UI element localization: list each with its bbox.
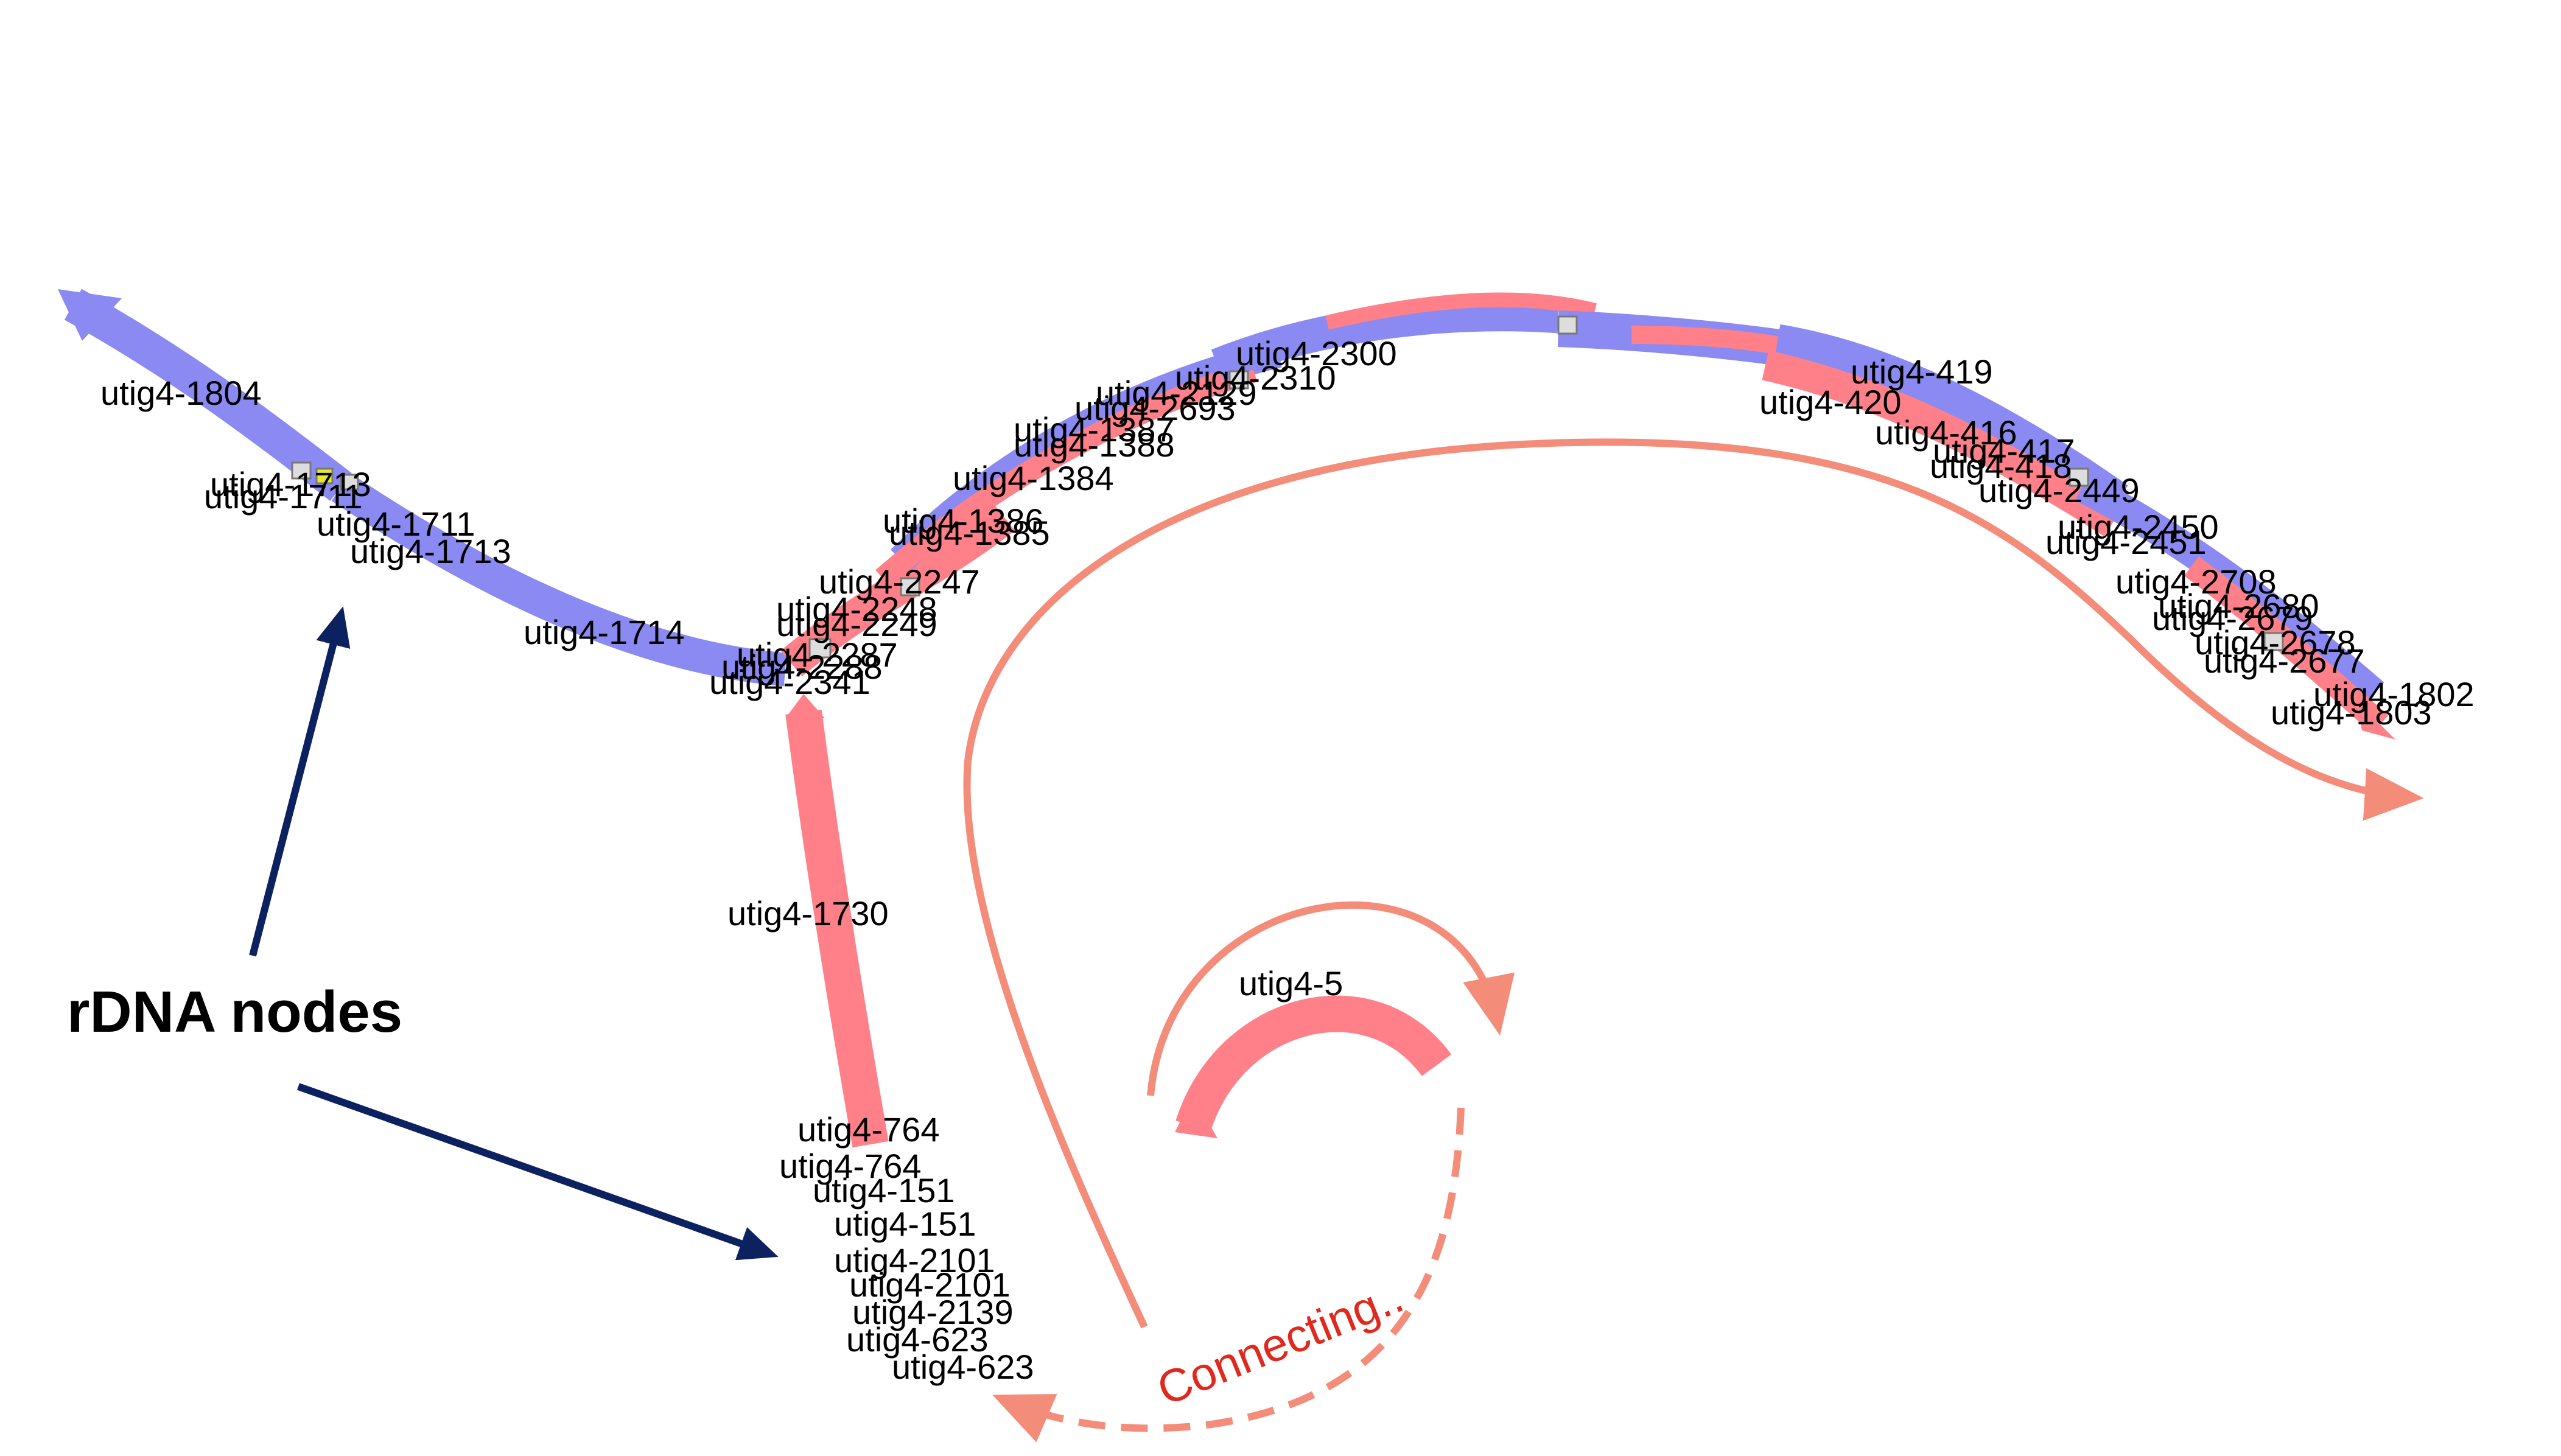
label-utig4-2129: utig4-2129 bbox=[1096, 374, 1257, 412]
connecting-label: Connecting.. bbox=[1151, 1270, 1411, 1416]
node-cluster-right bbox=[2069, 467, 2284, 651]
edge-utig4-2451-strand bbox=[2075, 473, 2384, 705]
label-utig4-418: utig4-418 bbox=[1930, 447, 2072, 485]
label-utig4-2693: utig4-2693 bbox=[1074, 389, 1236, 427]
label-utig4-420: utig4-420 bbox=[1759, 383, 1902, 421]
label-utig4-2449: utig4-2449 bbox=[1978, 471, 2140, 509]
label-bottom-cluster-c: utig4-2101 bbox=[834, 1241, 995, 1279]
label-utig4-151: utig4-151 bbox=[834, 1205, 976, 1243]
label-utig4-2677: utig4-2677 bbox=[2204, 642, 2365, 680]
flow-arrow-large-arc bbox=[963, 438, 2424, 1329]
edge-utig4-5-arrowhead bbox=[1175, 1096, 1217, 1138]
rdna-nodes-callout: rDNA nodes bbox=[67, 979, 402, 1045]
label-utig4-1802: utig4-1802 bbox=[2313, 675, 2475, 713]
edge-utig4-1386-strand bbox=[875, 360, 1258, 587]
label-utig4-2451: utig4-2451 bbox=[2045, 523, 2207, 561]
label-utig4-417: utig4-417 bbox=[1933, 432, 2075, 470]
label-utig4-2139: utig4-2139 bbox=[852, 1293, 1014, 1331]
label-utig4-764: utig4-764 bbox=[797, 1110, 940, 1149]
label-utig4-1384: utig4-1384 bbox=[953, 459, 1114, 497]
label-utig4-2287: utig4-2287 bbox=[737, 635, 898, 674]
label-utig4-2708: utig4-2708 bbox=[2115, 562, 2277, 601]
label-utig4-5: utig4-5 bbox=[1239, 964, 1343, 1003]
edge-top-red-strand bbox=[1325, 292, 1597, 330]
label-utig4-1804: utig4-1804 bbox=[100, 374, 262, 412]
edge-utig4-1714 bbox=[331, 473, 787, 687]
node-cluster-left bbox=[291, 461, 359, 491]
label-cluster-left-a: utig4-1711 bbox=[204, 477, 363, 516]
edge-utig4-5 bbox=[1175, 995, 1452, 1132]
label-bottom-cluster-d: utig4-623 bbox=[846, 1320, 989, 1359]
label-utig4-2310: utig4-2310 bbox=[1175, 359, 1336, 397]
node-cluster-2341 bbox=[808, 577, 920, 659]
label-utig4-623: utig4-623 bbox=[892, 1348, 1034, 1386]
label-utig4-2680: utig4-2680 bbox=[2158, 587, 2319, 625]
edge-utig4-1730-arrowhead bbox=[785, 694, 825, 718]
label-utig4-2247: utig4-2247 bbox=[819, 562, 980, 601]
label-utig4-416: utig4-416 bbox=[1875, 413, 2017, 452]
label-utig4-1711: utig4-1711 bbox=[317, 505, 475, 543]
label-utig4-2450: utig4-2450 bbox=[2058, 508, 2219, 546]
edge-utig4-1730 bbox=[785, 710, 889, 1148]
node-labels: utig4-1804 utig4-1711 utig4-1713 utig4-1… bbox=[100, 334, 2475, 1386]
label-utig4-1714: utig4-1714 bbox=[524, 613, 685, 651]
edge-utig4-1804-arrowhead bbox=[58, 289, 122, 341]
label-bottom-cluster-b: utig4-151 bbox=[813, 1171, 955, 1209]
label-bottom-cluster-a: utig4-764 bbox=[779, 1147, 922, 1185]
label-utig4-1388: utig4-1388 bbox=[1014, 425, 1175, 464]
edge-utig4-1804 bbox=[64, 289, 352, 501]
label-utig4-419: utig4-419 bbox=[1851, 352, 1993, 391]
label-utig4-1803: utig4-1803 bbox=[2271, 693, 2432, 732]
label-utig4-2679: utig4-2679 bbox=[2152, 599, 2313, 637]
label-utig4-2300: utig4-2300 bbox=[1236, 334, 1397, 373]
label-utig4-1713: utig4-1713 bbox=[350, 532, 511, 570]
label-utig4-2249: utig4-2249 bbox=[776, 605, 937, 643]
edge-utig4-420-strand bbox=[1762, 350, 2121, 537]
label-cluster-left-b: utig4-1713 bbox=[210, 465, 371, 503]
edge-utig4-2129-strand bbox=[1211, 298, 1560, 381]
edge-utig4-419-strand bbox=[1774, 324, 2128, 513]
label-utig4-2288: utig4-2288 bbox=[721, 648, 883, 686]
edge-utig4-1803-arrowhead bbox=[2356, 700, 2395, 740]
label-utig4-2678: utig4-2678 bbox=[2195, 623, 2356, 662]
node-cluster-top bbox=[1228, 315, 1578, 390]
callout-arrow-upper bbox=[249, 606, 351, 957]
flow-arrow-small-arc bbox=[1147, 901, 1515, 1096]
label-utig4-1730: utig4-1730 bbox=[727, 894, 889, 933]
label-utig4-1387: utig4-1387 bbox=[1014, 410, 1175, 449]
label-utig4-2341: utig4-2341 bbox=[709, 663, 871, 701]
label-utig4-1386: utig4-1386 bbox=[883, 502, 1044, 540]
label-utig4-1385: utig4-1385 bbox=[889, 514, 1050, 552]
flow-arrow-connecting-dashed bbox=[992, 1107, 1465, 1443]
callout-arrow-lower bbox=[296, 1083, 779, 1261]
label-utig4-2248: utig4-2248 bbox=[776, 590, 937, 628]
label-utig4-2101: utig4-2101 bbox=[849, 1265, 1011, 1304]
